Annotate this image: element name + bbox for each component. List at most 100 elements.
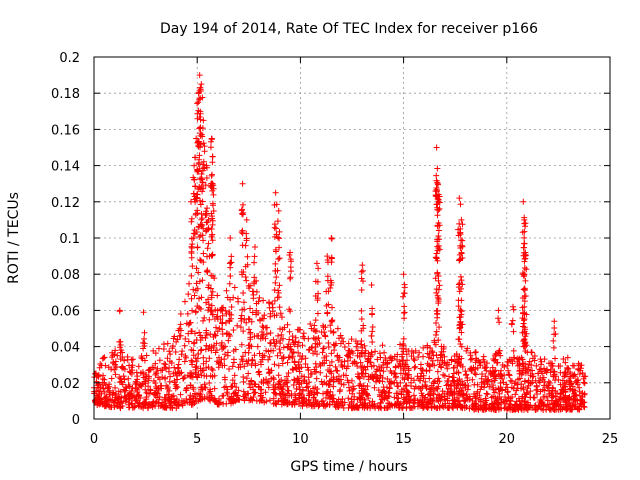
data-point — [251, 259, 258, 266]
data-point — [200, 259, 207, 266]
data-point — [405, 393, 412, 400]
data-point — [426, 386, 433, 393]
data-point — [335, 357, 342, 364]
x-tick-label: 15 — [395, 432, 412, 447]
data-point — [248, 396, 255, 403]
data-point — [560, 386, 567, 393]
data-point — [437, 363, 444, 370]
data-point — [188, 328, 195, 335]
data-point — [436, 222, 443, 229]
data-point — [430, 390, 437, 397]
data-point — [152, 360, 159, 367]
data-point — [453, 384, 460, 391]
data-point — [198, 175, 205, 182]
data-point — [120, 373, 127, 380]
data-point — [100, 385, 107, 392]
data-point — [221, 384, 228, 391]
data-point — [185, 338, 192, 345]
data-point — [330, 383, 337, 390]
data-point — [558, 391, 565, 398]
data-point — [358, 350, 365, 357]
data-point — [322, 333, 329, 340]
data-point — [348, 396, 355, 403]
data-point — [219, 392, 226, 399]
data-point — [528, 349, 535, 356]
data-point — [449, 374, 456, 381]
data-point — [519, 310, 526, 317]
y-tick-label: 0 — [72, 413, 80, 428]
data-point — [372, 348, 379, 355]
data-point — [294, 343, 301, 350]
data-point — [481, 384, 488, 391]
data-point — [391, 353, 398, 360]
data-point — [340, 372, 347, 379]
data-point — [371, 384, 378, 391]
data-point — [286, 251, 293, 258]
data-point — [369, 311, 376, 318]
data-point — [292, 338, 299, 345]
data-point — [276, 228, 283, 235]
data-point — [567, 385, 574, 392]
data-point — [364, 383, 371, 390]
data-point — [125, 399, 132, 406]
data-point — [115, 388, 122, 395]
data-point — [326, 392, 333, 399]
data-point — [198, 81, 205, 88]
data-point — [189, 263, 196, 270]
data-point — [460, 390, 467, 397]
data-point — [312, 396, 319, 403]
data-point — [151, 389, 158, 396]
data-point — [246, 345, 253, 352]
data-point — [249, 356, 256, 363]
data-point — [311, 322, 318, 329]
data-point — [190, 386, 197, 393]
data-point — [229, 377, 236, 384]
data-point — [234, 392, 241, 399]
data-point — [325, 388, 332, 395]
data-point — [578, 362, 585, 369]
data-point — [364, 404, 371, 411]
data-point — [436, 246, 443, 253]
data-point — [135, 393, 142, 400]
data-point — [475, 404, 482, 411]
data-point — [384, 376, 391, 383]
data-point — [345, 340, 352, 347]
data-point — [435, 375, 442, 382]
data-point — [256, 316, 263, 323]
y-tick-label: 0.18 — [51, 87, 80, 102]
data-point — [230, 326, 237, 333]
data-point — [516, 368, 523, 375]
data-point — [282, 380, 289, 387]
data-point — [451, 391, 458, 398]
data-point — [544, 367, 551, 374]
data-point — [169, 404, 176, 411]
data-point — [122, 387, 129, 394]
data-point — [121, 393, 128, 400]
axes: 0 5 10 15 20 25 0 0.02 0.04 0.06 0.08 0.1 0.12 0.14 0.… — [51, 51, 618, 447]
data-point — [411, 364, 418, 371]
data-point — [286, 328, 293, 335]
data-point — [455, 303, 462, 310]
data-point — [291, 376, 298, 383]
data-point — [128, 364, 135, 371]
data-point — [284, 383, 291, 390]
data-point — [239, 180, 246, 187]
data-point — [419, 367, 426, 374]
data-point — [377, 372, 384, 379]
data-point — [484, 381, 491, 388]
data-point — [192, 198, 199, 205]
data-point — [423, 368, 430, 375]
data-point — [194, 210, 201, 217]
data-point — [194, 100, 201, 107]
data-point — [241, 306, 248, 313]
data-point — [340, 381, 347, 388]
data-point — [434, 368, 441, 375]
data-point — [490, 402, 497, 409]
data-point — [508, 321, 515, 328]
data-point — [188, 272, 195, 279]
data-point — [458, 343, 465, 350]
data-point — [435, 207, 442, 214]
data-point — [521, 303, 528, 310]
data-point — [207, 372, 214, 379]
data-point — [521, 336, 528, 343]
